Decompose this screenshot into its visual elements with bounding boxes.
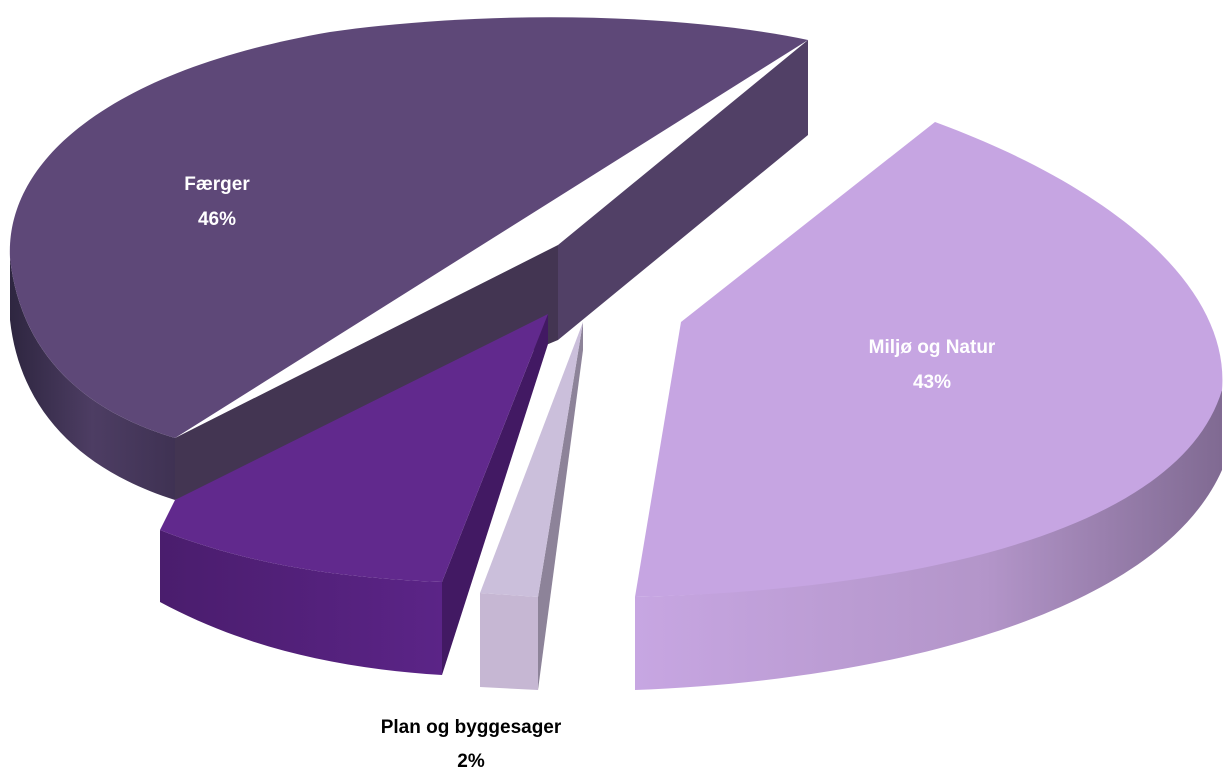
label-miljo-value: 43% <box>913 372 951 393</box>
slice-miljo-top <box>635 122 1223 597</box>
slice-plan-top <box>480 322 583 597</box>
label-faerger-name: Færger <box>184 174 250 195</box>
labels: Færger 46% Miljø og Natur 43% Plan og by… <box>184 174 996 772</box>
slice-plan-og-byggesager <box>480 322 583 690</box>
slice-plan-edge <box>538 322 583 690</box>
slice-plan-side <box>480 593 538 690</box>
slice-dark-purple-side <box>160 530 442 675</box>
slice-miljo-side <box>635 390 1222 690</box>
label-miljo-name: Miljø og Natur <box>869 337 996 358</box>
slice-faerger-cut-face <box>558 40 808 340</box>
label-faerger-value: 46% <box>198 209 236 230</box>
label-plan-name: Plan og byggesager <box>381 717 562 738</box>
slice-dark-purple-edge <box>442 314 548 675</box>
slice-dark-purple <box>160 314 548 675</box>
slice-faerger-top <box>9 17 809 439</box>
slice-dark-purple-top <box>160 314 548 582</box>
slice-faerger-inner-face <box>175 245 558 500</box>
slice-faerger-side <box>10 258 175 500</box>
label-plan-value: 2% <box>457 751 485 772</box>
slice-faerger <box>9 17 809 500</box>
slice-miljo-og-natur <box>635 122 1223 690</box>
